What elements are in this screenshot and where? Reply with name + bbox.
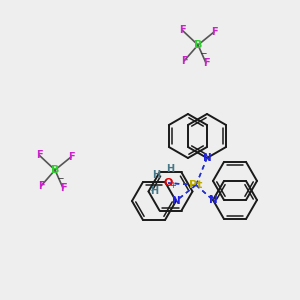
Text: F: F: [60, 183, 66, 193]
Polygon shape: [169, 114, 207, 158]
Polygon shape: [213, 181, 257, 219]
Text: F: F: [211, 27, 217, 37]
Text: −: −: [56, 173, 64, 182]
Text: F: F: [38, 181, 44, 191]
Polygon shape: [213, 162, 257, 200]
Text: F: F: [179, 25, 185, 35]
Text: N: N: [208, 195, 217, 205]
Text: +: +: [169, 181, 176, 190]
Text: B: B: [51, 165, 59, 175]
Polygon shape: [132, 182, 176, 220]
Text: Pt: Pt: [189, 180, 203, 190]
Text: F: F: [68, 152, 74, 162]
Text: F: F: [181, 56, 187, 66]
Text: B: B: [194, 40, 202, 50]
Polygon shape: [148, 172, 193, 211]
Polygon shape: [188, 114, 226, 158]
Text: N: N: [172, 196, 180, 206]
Text: F: F: [36, 150, 42, 160]
Text: O: O: [163, 178, 173, 188]
Text: H: H: [150, 186, 158, 196]
Text: N: N: [202, 153, 211, 163]
Text: H: H: [152, 170, 160, 180]
Text: H: H: [166, 164, 174, 174]
Text: −: −: [199, 49, 207, 58]
Text: F: F: [203, 58, 209, 68]
